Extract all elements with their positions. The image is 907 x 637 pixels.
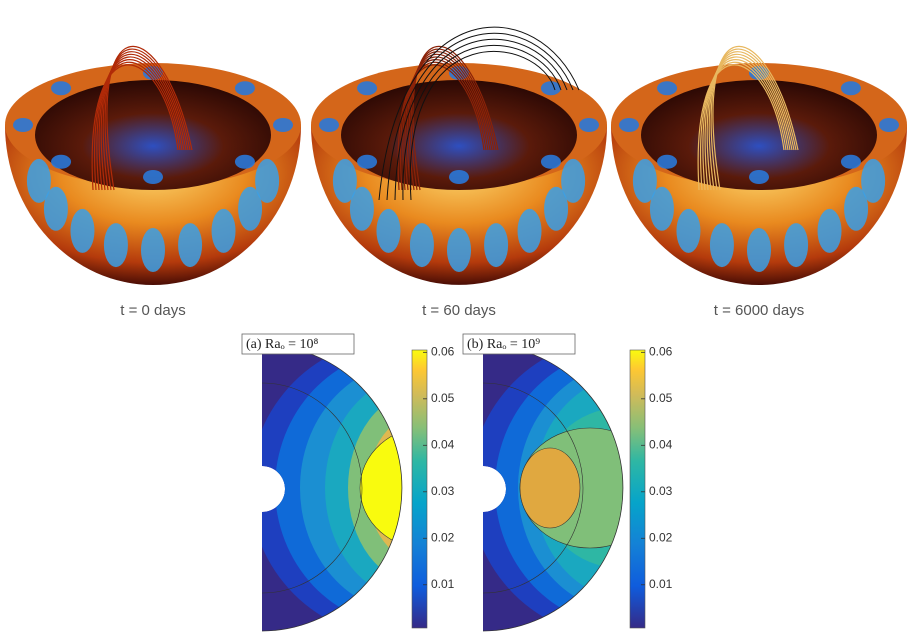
colorbar-tick-label: 0.05 — [649, 391, 673, 405]
colorbar-tick-label: 0.03 — [649, 484, 673, 498]
colorbar-tick-label: 0.05 — [431, 391, 455, 405]
figure: t = 0 days t = 60 days t = 6000 days (a) Ra… — [0, 0, 907, 632]
blue-cell — [484, 223, 508, 267]
colorbar-tick-label: 0.02 — [431, 530, 455, 544]
blue-cell — [579, 118, 599, 132]
colorbar — [412, 350, 427, 628]
snapshot-caption: t = 0 days — [120, 302, 185, 319]
blue-cell — [561, 159, 585, 203]
colorbar-tick-label: 0.04 — [649, 437, 673, 451]
blue-cell — [657, 81, 677, 95]
blue-cell — [273, 118, 293, 132]
blue-cell — [541, 155, 561, 169]
blue-cell — [51, 81, 71, 95]
simulation-render — [611, 46, 907, 285]
blue-cell — [357, 155, 377, 169]
blue-cell — [51, 155, 71, 169]
blue-cell — [818, 209, 842, 253]
blue-cell — [657, 155, 677, 169]
blue-cell — [143, 170, 163, 184]
blue-cell — [861, 159, 885, 203]
blue-cell — [841, 81, 861, 95]
simulation-render — [311, 27, 607, 285]
blue-cell — [747, 228, 771, 272]
colorbar-tick-label: 0.06 — [649, 344, 673, 358]
colorbar-tick-label: 0.03 — [431, 484, 455, 498]
blue-cell — [212, 209, 236, 253]
simulation-renders — [5, 27, 907, 285]
colorbar-tick-label: 0.06 — [431, 344, 455, 358]
blue-cell — [518, 209, 542, 253]
panel-label: (a) Raₒ = 10⁸ — [246, 337, 319, 352]
colorbar-tick-label: 0.01 — [431, 577, 455, 591]
blue-cell — [449, 170, 469, 184]
snapshot-caption: t = 6000 days — [714, 302, 804, 319]
blue-cell — [44, 187, 68, 231]
blue-cell — [70, 209, 94, 253]
blue-cell — [784, 223, 808, 267]
colorbar-tick-label: 0.01 — [649, 577, 673, 591]
blue-cell — [676, 209, 700, 253]
blue-cell — [104, 223, 128, 267]
blue-cell — [235, 155, 255, 169]
blue-cell — [255, 159, 279, 203]
blue-cell — [879, 118, 899, 132]
blue-cell — [350, 187, 374, 231]
colorbar — [630, 350, 645, 628]
colorbar-tick-label: 0.04 — [431, 437, 455, 451]
blue-cell — [410, 223, 434, 267]
blue-cell — [650, 187, 674, 231]
colorbar-tick-label: 0.02 — [649, 530, 673, 544]
snapshot-caption: t = 60 days — [422, 302, 496, 319]
blue-cell — [235, 81, 255, 95]
blue-cell — [178, 223, 202, 267]
blue-cell — [749, 170, 769, 184]
blue-cell — [710, 223, 734, 267]
blue-cell — [13, 118, 33, 132]
panel-label: (b) Raₒ = 10⁹ — [467, 337, 540, 352]
blue-cell — [319, 118, 339, 132]
blue-cell — [447, 228, 471, 272]
blue-cell — [619, 118, 639, 132]
blue-cell — [357, 81, 377, 95]
blue-cell — [376, 209, 400, 253]
blue-cell — [141, 228, 165, 272]
simulation-render — [5, 46, 301, 285]
annotations: t = 0 days t = 60 days t = 6000 days (a) Ra… — [120, 302, 804, 628]
blue-cell — [841, 155, 861, 169]
